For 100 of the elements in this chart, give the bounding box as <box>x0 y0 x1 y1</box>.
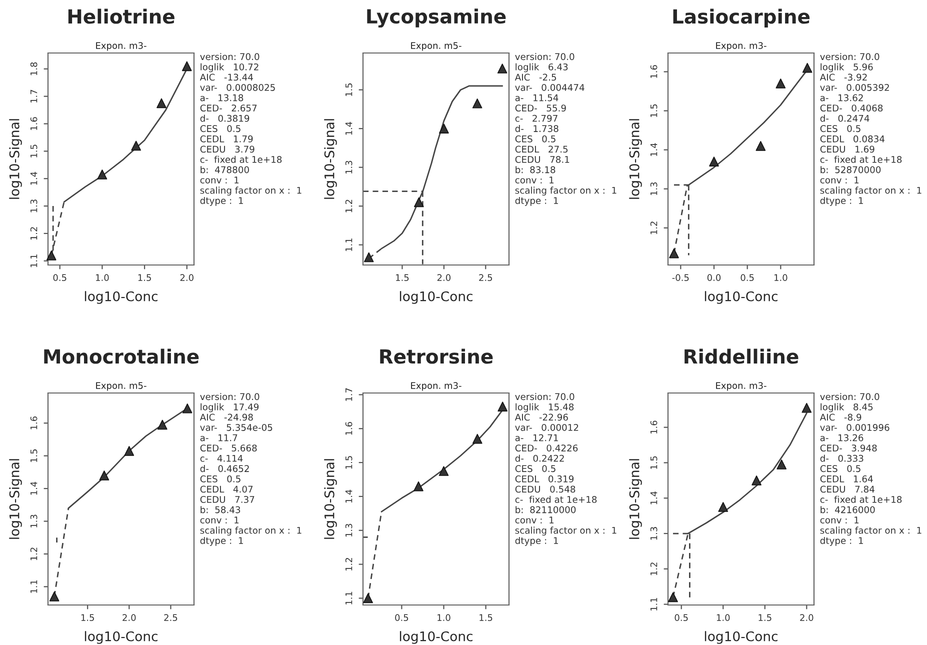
y-tick-label: 1.5 <box>30 449 38 462</box>
x-tick-label: 2.0 <box>122 614 136 622</box>
text: d- 0.4652 <box>200 464 249 472</box>
x-tick-label: 0.5 <box>674 614 688 622</box>
x-tick-label: 1.5 <box>396 274 409 282</box>
text: loglik 10.72 <box>200 63 258 72</box>
text: CEDU 1.69 <box>820 146 874 153</box>
text: version: 70.0 <box>820 393 880 400</box>
text: AIC -24.98 <box>200 414 253 421</box>
y-tick-label: 1.3 <box>30 514 38 528</box>
x-axis-title: log10-Conc <box>704 631 778 644</box>
y-axis-title: log10-Signal <box>324 119 337 199</box>
chart-subtitle: Expon. m3- <box>716 382 766 391</box>
text: CES 0.5 <box>200 475 240 482</box>
text: c- fixed at 1e+18 <box>515 496 597 503</box>
y-tick-label: 1.3 <box>345 524 352 537</box>
text: CEDL 4.07 <box>200 486 253 493</box>
x-tick-label: 1.0 <box>96 274 109 282</box>
chart-subtitle: Expon. m3- <box>96 42 146 51</box>
chart-title: Lycopsamine <box>367 8 506 28</box>
y-tick-label: 1.4 <box>346 490 352 503</box>
y-tick-label: 1.2 <box>30 548 38 560</box>
y-tick-label: 1.1 <box>346 592 352 604</box>
x-tick-label: 1.0 <box>716 614 730 622</box>
text: c- fixed at 1e+18 <box>200 156 282 163</box>
y-tick-label: 1.2 <box>345 558 352 570</box>
text: dtype : 1 <box>515 196 558 206</box>
text: var- 5.354e-05 <box>200 424 272 431</box>
x-tick-label: 1.5 <box>480 614 492 622</box>
y-tick-label: 1.8 <box>30 62 38 76</box>
chart-title: Heliotrine <box>68 8 174 24</box>
chart-title: Monocrotaline <box>44 348 199 364</box>
chart-title: Riddelliine <box>684 348 798 364</box>
text: dtype : 1 <box>200 196 243 206</box>
x-tick-label: -0.5 <box>672 274 689 282</box>
text: b: 478800 <box>200 166 249 174</box>
text: CES 0.5 <box>515 465 556 472</box>
text: d- 0.3819 <box>200 114 250 122</box>
text: CEDL 1.79 <box>200 135 253 142</box>
text: CEDL 0.319 <box>515 475 574 482</box>
x-tick-label: 0.5 <box>740 274 754 282</box>
y-tick-label: 1.1 <box>30 254 38 268</box>
text: CED- 5.668 <box>200 444 257 452</box>
x-tick-label: 1.0 <box>438 614 450 622</box>
chart-subtitle: Expon. m5- <box>96 382 146 391</box>
text: a- 11.7 <box>200 434 238 442</box>
text: CEDU 0.548 <box>515 486 576 493</box>
x-tick-label: 2.5 <box>164 614 178 622</box>
x-tick-label: 1.0 <box>774 274 788 282</box>
text: CEDL 27.5 <box>515 146 568 153</box>
text: b: 58.43 <box>200 506 240 514</box>
y-tick-label: 1.4 <box>650 491 658 504</box>
text: dtype : 1 <box>200 536 243 546</box>
y-tick-label: 1.1 <box>30 580 38 593</box>
x-axis-title: log10-Conc <box>84 291 158 304</box>
text: CES 0.5 <box>515 135 556 142</box>
x-axis-title: log10-Conc <box>704 291 778 304</box>
text: CED- 55.9 <box>515 104 566 112</box>
text: conv : 1 <box>515 176 554 184</box>
text: var- 0.001996 <box>820 424 890 431</box>
text: d- 1.738 <box>515 124 558 132</box>
text: CEDL 0.0834 <box>820 135 884 142</box>
text: c- fixed at 1e+18 <box>820 156 902 163</box>
y-axis-title: log10-Signal <box>324 459 337 539</box>
y-tick-label: 1.6 <box>345 422 352 435</box>
text: version: 70.0 <box>200 53 260 60</box>
text: scaling factor on x : 1 <box>200 186 302 196</box>
chart-title: Lasiocarpine <box>673 8 810 28</box>
text: version: 70.0 <box>515 53 574 60</box>
text: c- 4.114 <box>200 454 243 462</box>
x-tick-label: 1.5 <box>758 614 772 622</box>
text: scaling factor on x : 1 <box>515 186 616 196</box>
text: version: 70.0 <box>820 53 880 60</box>
text: var- 0.0008025 <box>200 84 275 91</box>
text: CED- 2.657 <box>200 104 257 112</box>
text: CEDU 3.79 <box>200 146 254 153</box>
y-tick-label: 1.3 <box>650 527 658 540</box>
y-tick-label: 1.1 <box>346 238 352 252</box>
text: CED- 0.4226 <box>515 444 578 452</box>
text: a- 12.71 <box>515 434 558 442</box>
y-tick-label: 1.6 <box>650 65 658 78</box>
y-axis-title: log10-Signal <box>9 459 22 539</box>
y-axis-title: log10-Signal <box>9 119 22 199</box>
y-tick-label: 1.7 <box>346 388 352 401</box>
text: CED- 0.4068 <box>820 104 883 112</box>
x-tick-label: 2.0 <box>437 274 451 282</box>
y-tick-label: 1.2 <box>345 200 352 212</box>
text: CEDU 7.37 <box>200 496 254 503</box>
text: version: 70.0 <box>200 393 260 400</box>
text: a- 13.18 <box>200 94 244 102</box>
text: AIC -8.9 <box>820 414 862 421</box>
text: CEDL 1.64 <box>820 475 873 482</box>
x-axis-title: log10-Conc <box>400 291 472 304</box>
x-tick-label: 2.5 <box>479 274 492 282</box>
y-tick-label: 1.6 <box>30 117 38 130</box>
text: scaling factor on x : 1 <box>200 526 302 536</box>
text: loglik 6.43 <box>516 63 568 72</box>
y-tick-label: 1.4 <box>30 172 38 185</box>
y-axis-title: log10-Signal <box>629 459 642 539</box>
text: c- fixed at 1e+18 <box>820 496 902 503</box>
